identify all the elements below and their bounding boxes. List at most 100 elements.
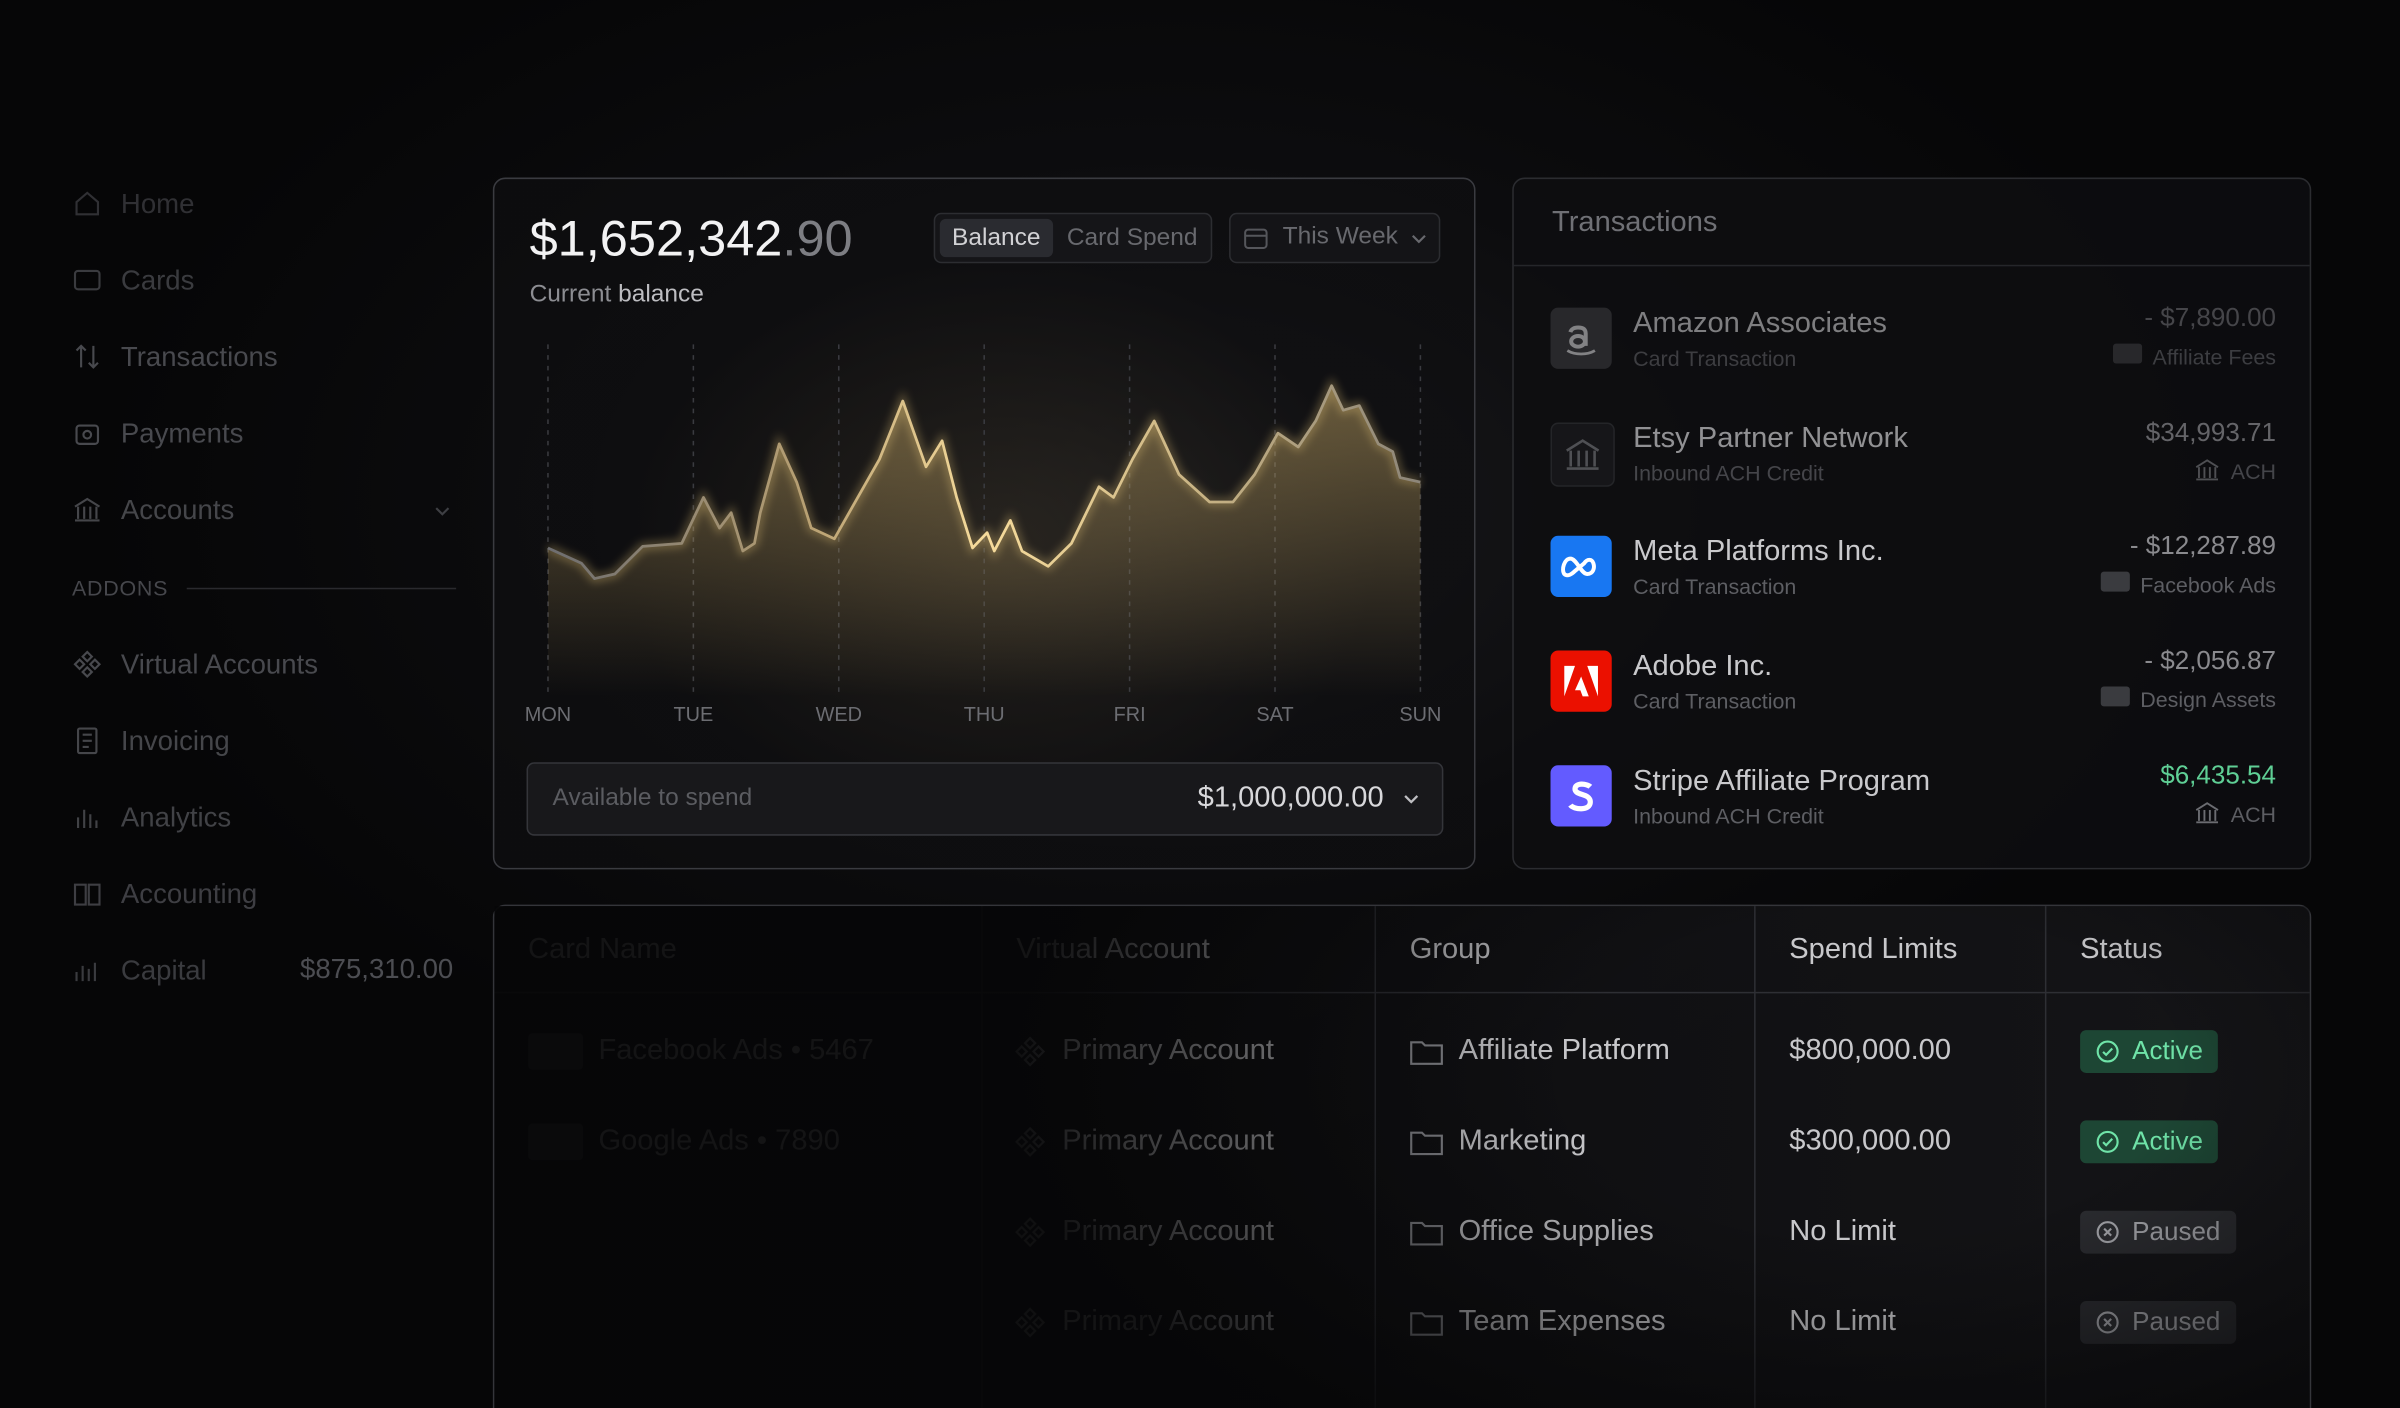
divider xyxy=(1513,264,2310,267)
tab-card-spend[interactable]: Card Spend xyxy=(1066,225,1198,252)
balance-caption: Current balance xyxy=(530,282,704,310)
nav-item[interactable]: Home xyxy=(72,185,194,222)
nav-label: Home xyxy=(120,187,195,219)
nav-label: Analytics xyxy=(120,801,232,832)
transaction-category: Facebook Ads xyxy=(2100,572,2276,598)
virtual-account: Primary Account xyxy=(1013,1209,1274,1255)
nav-item[interactable]: Transactions xyxy=(72,338,278,375)
chevron xyxy=(1404,795,1419,804)
group-label: Marketing xyxy=(1458,1125,1587,1158)
nav-label: Virtual Accounts xyxy=(120,648,318,679)
cards-table: Card Name Virtual Account Group Spend Limit… xyxy=(492,904,2312,1408)
transaction-category: ACH xyxy=(2194,800,2276,829)
tab-balance[interactable]: Balance xyxy=(939,218,1053,258)
status-label: Paused xyxy=(2132,1216,2221,1246)
amount-cents: .90 xyxy=(782,209,853,267)
column-divider xyxy=(981,906,983,1408)
status-badge: Paused xyxy=(2080,1210,2236,1254)
transactions-panel: Transactions Amazon Associates Card Trans… xyxy=(1512,177,2312,870)
group: Office Supplies xyxy=(1410,1209,1654,1255)
column-header: Card Name xyxy=(528,933,677,966)
balance-amount: $1,652,342.90 xyxy=(530,210,853,268)
column-header: Virtual Account xyxy=(1016,933,1210,966)
category-icon xyxy=(2100,686,2131,712)
icon xyxy=(76,809,98,829)
column-header: Group xyxy=(1409,933,1491,966)
merchant-name: Etsy Partner Network xyxy=(1633,421,1908,455)
transaction-amount: - $12,287.89 xyxy=(2129,531,2277,561)
nav-item[interactable]: Virtual Accounts xyxy=(72,646,318,683)
divider xyxy=(186,587,457,590)
category-label: Affiliate Fees xyxy=(2152,343,2277,369)
transaction-row[interactable]: Meta Platforms Inc. Card Transaction - $12… xyxy=(1550,527,2277,613)
merchant-logo xyxy=(1550,650,1612,712)
transaction-type: Inbound ACH Credit xyxy=(1633,460,1824,485)
nav-item[interactable]: Accounts xyxy=(72,491,234,528)
category-label: ACH xyxy=(2230,459,2277,484)
nav-label: Payments xyxy=(120,417,244,448)
merchant-name: Stripe Affiliate Program xyxy=(1633,764,1931,798)
group: Marketing xyxy=(1410,1119,1587,1165)
transaction-amount: - $7,890.00 xyxy=(2144,303,2277,333)
status-label: Active xyxy=(2132,1036,2204,1066)
merchant-logo xyxy=(1550,307,1612,369)
transaction-row[interactable]: Stripe Affiliate Program Inbound ACH Cred… xyxy=(1550,756,2276,842)
nav-item[interactable]: Analytics xyxy=(72,799,231,836)
category-icon xyxy=(2100,572,2131,598)
column-header: Spend Limits xyxy=(1789,933,1958,966)
transaction-row[interactable]: Amazon Associates Card Transaction - $7,89… xyxy=(1550,298,2277,384)
addons-label: ADDONS xyxy=(71,575,169,600)
merchant-logo xyxy=(1550,764,1612,827)
virtual-account: Primary Account xyxy=(1013,1299,1274,1345)
transaction-row[interactable]: Adobe Inc. Card Transaction - $2,056.87 Des… xyxy=(1550,641,2277,727)
virtual-account: Primary Account xyxy=(1013,1119,1274,1165)
caption: Current xyxy=(529,281,612,308)
transaction-type: Card Transaction xyxy=(1633,688,1797,714)
nav-item[interactable]: Capital xyxy=(72,952,207,989)
icon xyxy=(74,497,101,522)
nav-item[interactable]: Cards xyxy=(72,262,194,299)
virtual-account: Primary Account xyxy=(1013,1029,1274,1075)
transaction-amount: - $2,056.87 xyxy=(2144,646,2277,676)
header-divider xyxy=(494,991,2310,994)
amount-main: $1,652,342 xyxy=(529,209,783,267)
category-label: ACH xyxy=(2230,802,2277,827)
nav-item[interactable]: Accounting xyxy=(72,876,257,913)
tab-group: Balance Card Spend xyxy=(933,212,1213,264)
range-dropdown[interactable]: This Week xyxy=(1229,212,1441,264)
balance-panel: $1,652,342.90 Current balance Balance Ca… xyxy=(492,177,1476,870)
calendar-icon xyxy=(1244,228,1268,249)
transaction-type: Card Transaction xyxy=(1633,345,1797,371)
column-header: Status xyxy=(2080,933,2163,966)
transaction-category: Affiliate Fees xyxy=(2113,343,2276,369)
icon xyxy=(435,507,450,516)
merchant-name: Amazon Associates xyxy=(1633,307,1887,340)
transaction-row[interactable]: Etsy Partner Network Inbound ACH Credit $3… xyxy=(1550,413,2277,499)
icon xyxy=(75,191,100,216)
account-label: Primary Account xyxy=(1062,1034,1274,1067)
capital-amount: $875,310.00 xyxy=(300,953,454,985)
icon xyxy=(73,650,102,679)
available-label: Available to spend xyxy=(552,785,753,812)
status-badge: Active xyxy=(2080,1030,2219,1073)
group-label: Affiliate Platform xyxy=(1458,1034,1670,1067)
category-icon xyxy=(2113,343,2144,369)
nav-label: Capital xyxy=(120,954,207,985)
status-label: Active xyxy=(2132,1126,2204,1156)
range-label: This Week xyxy=(1282,223,1398,250)
category-label: Facebook Ads xyxy=(2140,572,2277,597)
transaction-amount: $34,993.71 xyxy=(2145,417,2277,447)
transaction-type: Inbound ACH Credit xyxy=(1633,803,1824,828)
nav-label: Invoicing xyxy=(120,724,230,756)
account-label: Primary Account xyxy=(1062,1125,1274,1158)
spend-limit: $300,000.00 xyxy=(1789,1125,1952,1158)
category-icon xyxy=(2194,457,2222,486)
nav-item[interactable]: Payments xyxy=(72,415,244,452)
column-divider xyxy=(1374,906,1377,1408)
nav-item[interactable]: Invoicing xyxy=(72,722,230,759)
available-row[interactable]: Available to spend $1,000,000.00 xyxy=(526,762,1444,836)
chevron xyxy=(433,501,451,529)
nav-label: Transactions xyxy=(120,340,278,372)
nav-label: Cards xyxy=(120,264,195,295)
group-label: Office Supplies xyxy=(1458,1215,1654,1248)
